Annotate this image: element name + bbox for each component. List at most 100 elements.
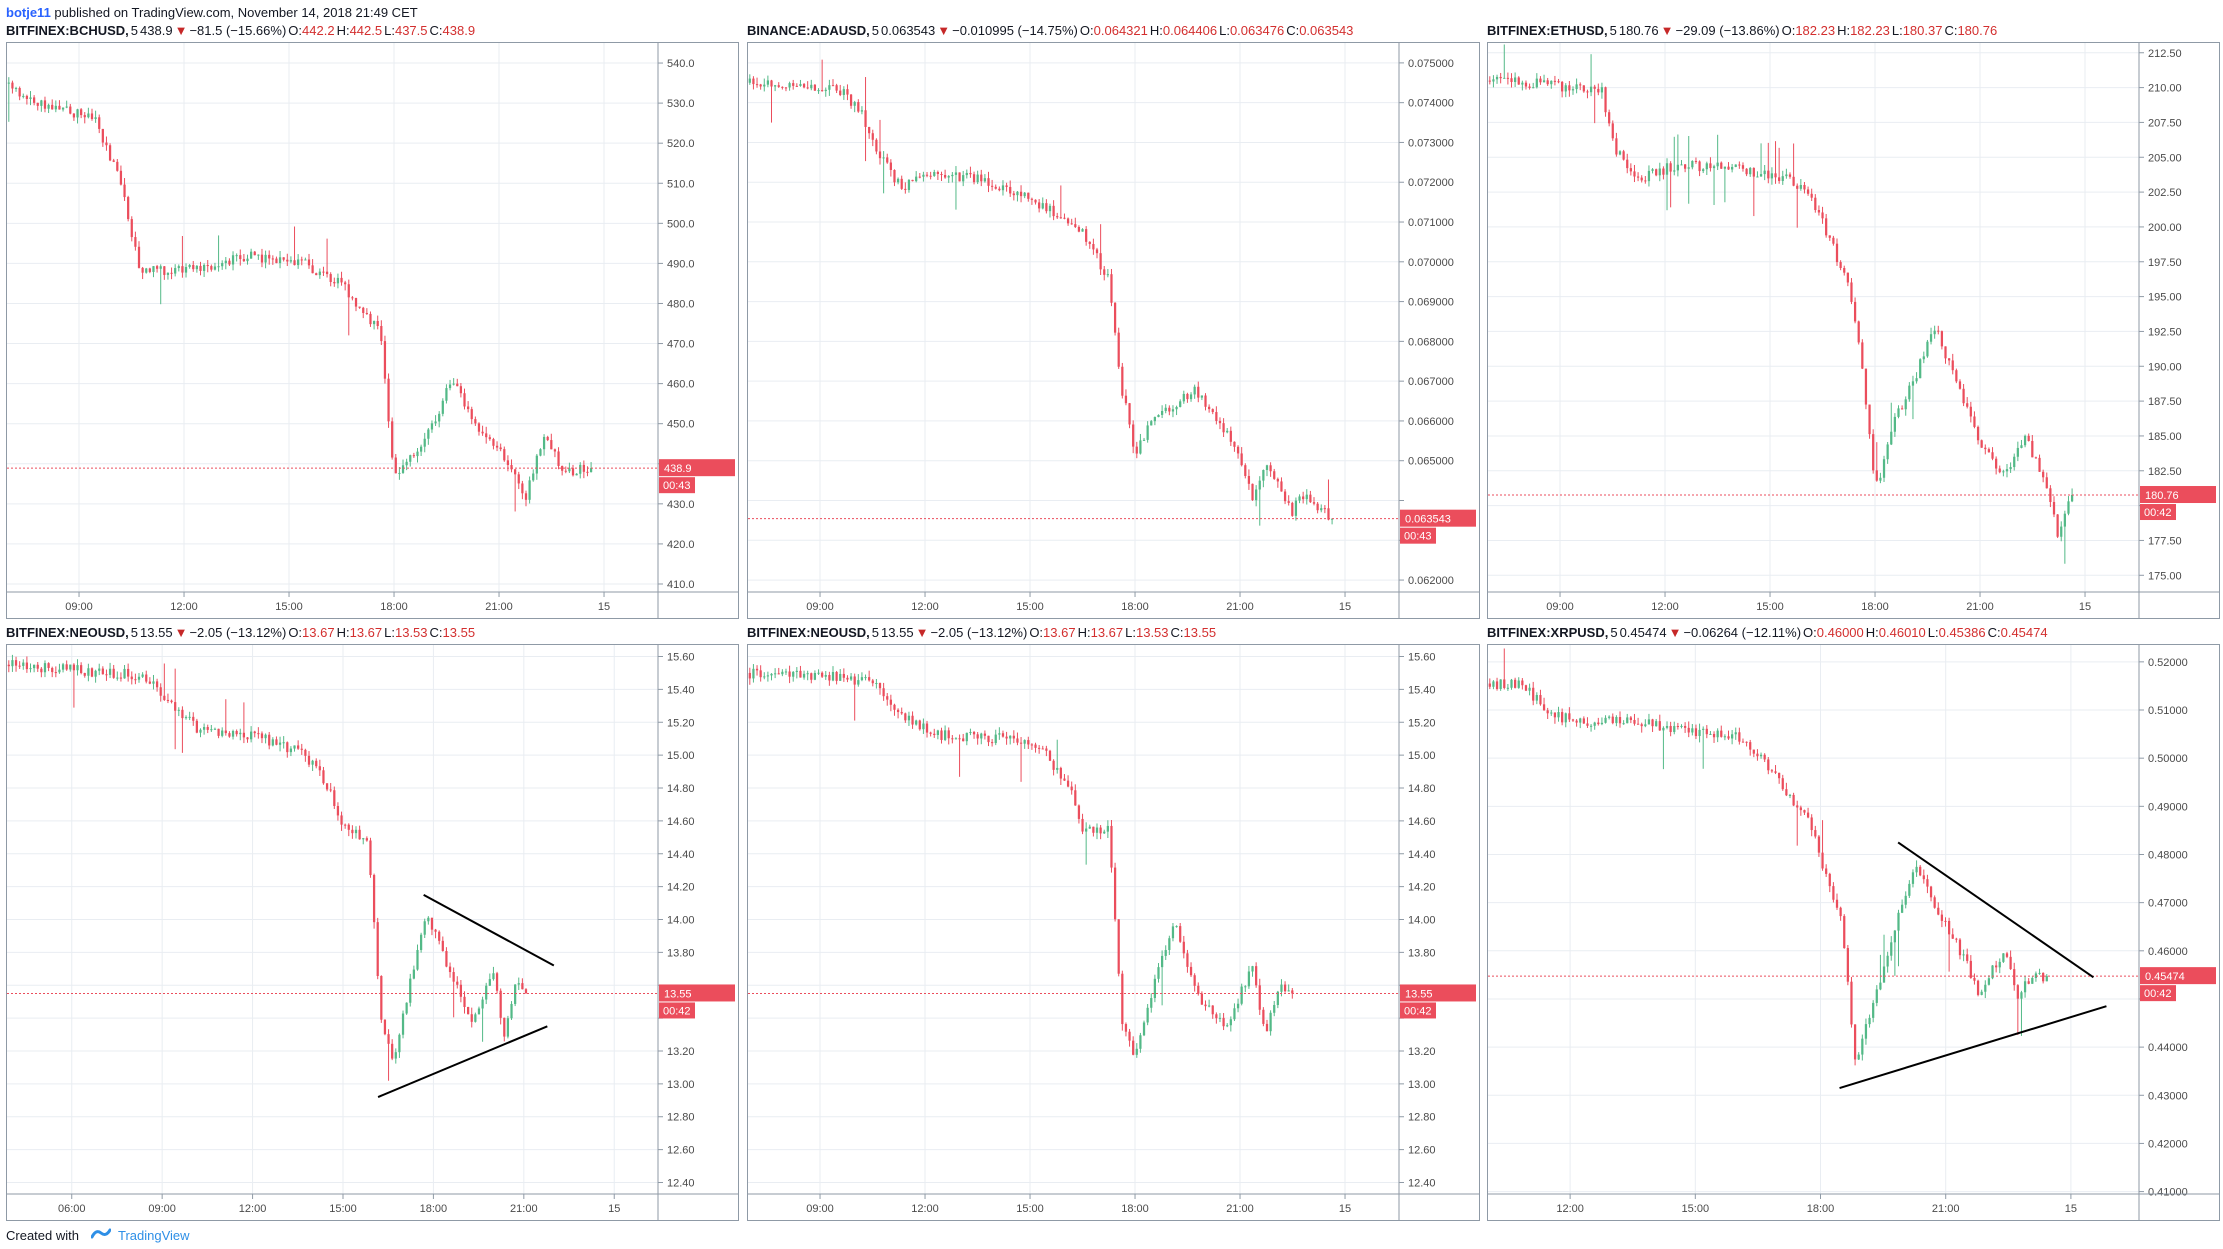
chart-area[interactable]: 175.00 177.50 182.50 185.00 187.50 190.00 192.… [1487, 42, 2220, 619]
candle-body [2034, 973, 2038, 978]
y-tick-label: 13.00 [1408, 1079, 1436, 1091]
price-tag: 438.9 [664, 463, 692, 475]
countdown-bg [659, 1002, 695, 1019]
candle-body [7, 664, 10, 667]
candle-body [235, 730, 238, 735]
trend-line[interactable] [377, 1025, 548, 1098]
y-tick-label: 14.00 [667, 915, 695, 927]
candle-body [54, 105, 57, 110]
candle-body [289, 748, 293, 753]
chart-area[interactable]: 410.0 420.0 430.0 450.0 460.0 470.0 480.0 490.0… [6, 42, 739, 619]
candle-body [1647, 719, 1651, 725]
candle-body [1984, 447, 1987, 450]
candle-body [1034, 199, 1037, 203]
candle-body [936, 172, 939, 174]
symbol-name[interactable]: BITFINEX:NEOUSD, [747, 625, 870, 640]
candle-body [123, 668, 126, 679]
candle-body [116, 677, 119, 679]
candle-body [1045, 748, 1048, 751]
chart-svg[interactable]: 12.40 12.60 12.80 13.00 13.20 13.80 14.00 14.20… [7, 645, 738, 1220]
candle-body [1568, 713, 1571, 720]
chart-svg[interactable]: 12.40 12.60 12.80 13.00 13.20 13.80 14.00 14.20… [748, 645, 1479, 1220]
price-change: −0.010995 (−14.75%) [952, 23, 1078, 38]
symbol-name[interactable]: BINANCE:ADAUSD, [747, 23, 870, 38]
candle-body [1287, 990, 1290, 992]
chart-area[interactable]: 0.062000 0.065000 0.066000 0.067000 0.068000… [747, 42, 1480, 619]
symbol-name[interactable]: BITFINEX:NEOUSD, [6, 625, 129, 640]
candle-body [802, 673, 806, 678]
chart-area[interactable]: 12.40 12.60 12.80 13.00 13.20 13.80 14.00 14.20… [747, 644, 1480, 1221]
chart-svg[interactable]: 0.41000 0.42000 0.43000 0.44000 0.46000 0.470… [1488, 645, 2219, 1220]
symbol-name[interactable]: BITFINEX:XRPUSD, [1487, 625, 1609, 640]
candle-body [1608, 716, 1611, 718]
candle-body [340, 815, 343, 825]
candle-body [766, 675, 770, 677]
candle-body [774, 673, 777, 675]
candle-body [1258, 480, 1261, 490]
candle-body [1273, 1005, 1276, 1013]
candle-body [1575, 720, 1578, 723]
y-tick-label: 0.44000 [2148, 1042, 2188, 1054]
candle-body [260, 733, 264, 739]
candle-body [441, 400, 444, 414]
chart-svg[interactable]: 410.0 420.0 430.0 450.0 460.0 470.0 480.0 490.0… [7, 43, 738, 618]
candle-body [2060, 526, 2063, 537]
candle-body [427, 429, 430, 439]
symbol-name[interactable]: BITFINEX:ETHUSD, [1487, 23, 1608, 38]
publisher-username[interactable]: botje11 [6, 5, 51, 20]
candle-body [842, 673, 845, 678]
bar-countdown: 00:42 [1404, 1005, 1432, 1017]
y-tick-label: 0.51000 [2148, 705, 2188, 717]
symbol-name[interactable]: BITFINEX:BCHUSD, [6, 23, 129, 38]
candle-body [2045, 477, 2048, 489]
candle-body [1023, 192, 1026, 197]
candle-body [2027, 435, 2030, 441]
price-tag: 0.45474 [2145, 971, 2185, 983]
candle-body [1731, 734, 1734, 739]
candle-body [976, 174, 979, 183]
trend-line[interactable] [1897, 841, 2094, 979]
high-label: H: [336, 23, 350, 38]
candle-body [1561, 712, 1564, 723]
candle-body [1233, 441, 1236, 447]
chart-area[interactable]: 0.41000 0.42000 0.43000 0.44000 0.46000 0.470… [1487, 644, 2220, 1221]
candle-body [1705, 728, 1708, 735]
y-tick-label: 0.070000 [1408, 257, 1454, 269]
x-tick-label: 09:00 [1546, 601, 1574, 613]
candle-body [170, 700, 173, 703]
candle-body [795, 670, 798, 672]
tradingview-brand-link[interactable]: TradingView [118, 1228, 190, 1243]
candle-body [951, 174, 954, 177]
candle-body [1524, 685, 1528, 691]
candle-body [929, 175, 932, 177]
candle-body [907, 179, 911, 190]
candle-body [1081, 818, 1084, 832]
publish-header: botje11 published on TradingView.com, No… [6, 4, 418, 22]
candle-body [925, 723, 929, 733]
open-label: O: [288, 625, 303, 640]
candle-body [1987, 449, 1991, 453]
y-tick-label: 195.00 [2148, 292, 2182, 304]
candle-body [2009, 467, 2012, 470]
candle-body [1922, 356, 1925, 360]
candle-body [112, 160, 115, 162]
candle-body [1839, 907, 1842, 917]
candle-body [412, 969, 415, 979]
candle-body [1142, 439, 1146, 441]
chart-area[interactable]: 12.40 12.60 12.80 13.00 13.20 13.80 14.00 14.20… [6, 644, 739, 1221]
y-tick-label: 480.0 [667, 298, 695, 310]
chart-title-bar: BITFINEX:NEOUSD, 5 13.55 ▼ −2.05 (−13.12%) O:… [747, 624, 1218, 642]
trend-line[interactable] [1839, 1005, 2107, 1090]
price-tag: 180.76 [2145, 490, 2179, 502]
candle-body [1647, 170, 1651, 182]
candle-body [127, 668, 130, 677]
trend-line[interactable] [423, 893, 555, 967]
candle-body [25, 662, 29, 670]
chart-svg[interactable]: 175.00 177.50 182.50 185.00 187.50 190.00 192.… [1488, 43, 2219, 618]
chart-svg[interactable]: 0.062000 0.065000 0.066000 0.067000 0.068000… [748, 43, 1479, 618]
y-tick-label: 202.50 [2148, 187, 2182, 199]
candle-body [1557, 712, 1560, 718]
candle-body [1546, 710, 1549, 714]
candle-body [1041, 203, 1044, 209]
candle-body [1528, 86, 1531, 88]
